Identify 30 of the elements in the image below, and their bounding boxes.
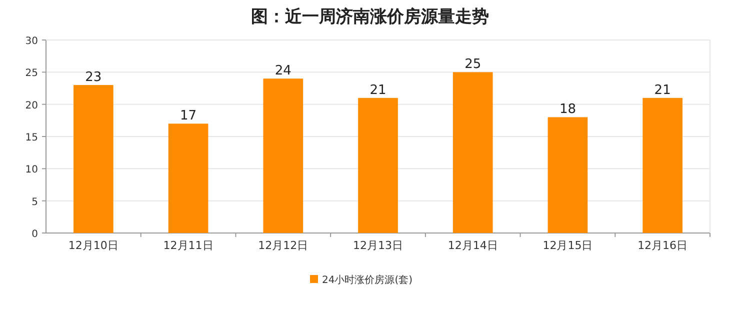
y-tick-label: 15 <box>25 132 38 144</box>
bar <box>168 124 208 233</box>
bar <box>263 78 304 233</box>
data-label: 24 <box>274 64 292 79</box>
bar <box>642 98 682 233</box>
data-label: 17 <box>180 108 197 124</box>
x-tick-label: 12月12日 <box>258 239 308 252</box>
data-label: 21 <box>370 82 386 98</box>
bar <box>548 117 588 233</box>
x-tick-label: 12月16日 <box>638 239 688 252</box>
legend-label: 24小时涨价房源(套) <box>322 274 413 286</box>
x-tick-label: 12月11日 <box>163 239 214 252</box>
y-tick-label: 30 <box>25 36 38 47</box>
x-tick-label: 12月13日 <box>353 239 403 252</box>
x-tick-label: 12月10日 <box>68 239 118 252</box>
y-tick-label: 10 <box>25 164 38 176</box>
y-tick-label: 25 <box>25 68 38 80</box>
x-tick-label: 12月14日 <box>448 239 498 252</box>
bar <box>358 98 398 233</box>
data-label: 21 <box>654 82 671 98</box>
y-tick-label: 20 <box>25 100 38 112</box>
y-tick-label: 5 <box>32 196 38 208</box>
x-tick-label: 12月15日 <box>542 239 593 252</box>
data-label: 25 <box>464 57 482 72</box>
bar <box>452 72 493 233</box>
data-label: 18 <box>559 102 576 118</box>
chart-title: 图：近一周济南涨价房源量走势 <box>251 7 489 27</box>
y-tick-label: 0 <box>32 229 38 240</box>
data-label: 23 <box>85 70 102 86</box>
bar <box>74 85 114 233</box>
